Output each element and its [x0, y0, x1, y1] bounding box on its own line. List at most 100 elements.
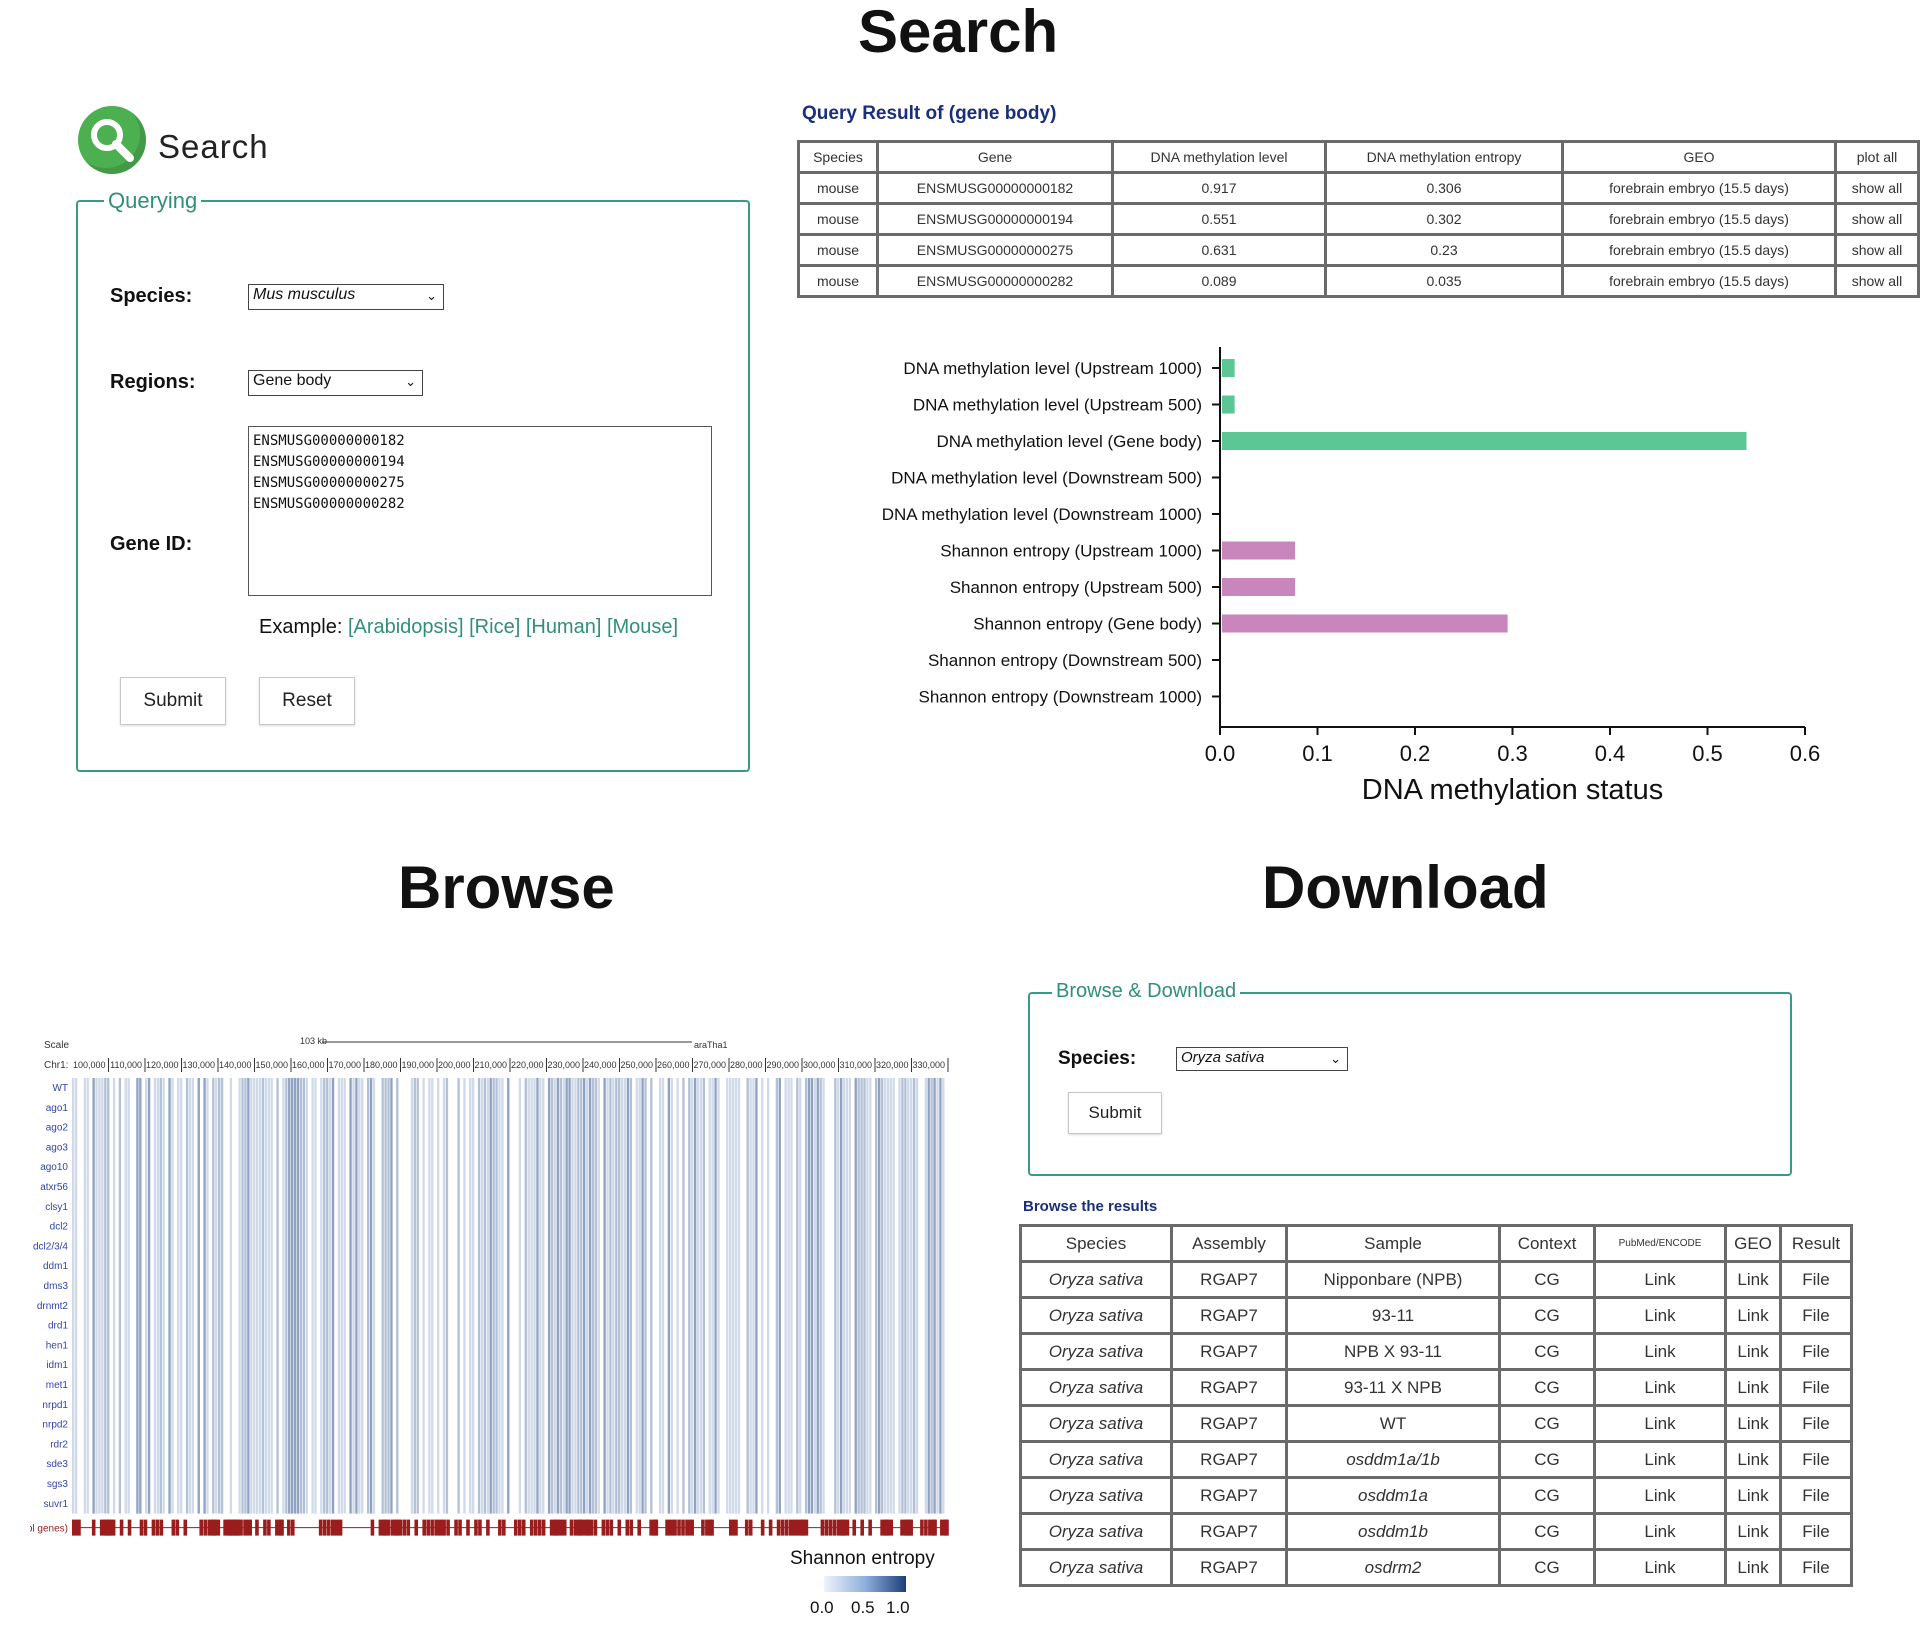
- species-cell: Oryza sativa: [1022, 1479, 1170, 1512]
- regions-select[interactable]: Gene body ⌄: [248, 370, 423, 396]
- gene-block: [784, 1519, 789, 1536]
- heat-column: [834, 1078, 837, 1514]
- heat-column: [822, 1078, 825, 1514]
- position-label: 240,000: [584, 1060, 617, 1070]
- pubmed-link[interactable]: Link: [1596, 1443, 1724, 1476]
- heat-column: [620, 1078, 624, 1514]
- pubmed-link[interactable]: Link: [1596, 1299, 1724, 1332]
- download-species-select[interactable]: Oryza sativa ⌄: [1176, 1047, 1348, 1071]
- example-arabidopsis-link[interactable]: [Arabidopsis]: [347, 616, 464, 638]
- result-file-link[interactable]: File: [1782, 1443, 1850, 1476]
- gene-block: [267, 1519, 271, 1536]
- geo-link[interactable]: Link: [1727, 1443, 1779, 1476]
- heat-column: [892, 1078, 895, 1514]
- track-label: rdr2: [50, 1439, 68, 1450]
- heat-column: [837, 1078, 840, 1514]
- submit-button[interactable]: Submit: [120, 677, 226, 725]
- pubmed-link[interactable]: Link: [1596, 1515, 1724, 1548]
- heat-column: [857, 1078, 860, 1514]
- geo-link[interactable]: Link: [1727, 1299, 1779, 1332]
- table-row: Oryza sativa RGAP7 osdrm2 CG Link Link File: [1022, 1551, 1850, 1584]
- show-all-link[interactable]: show all: [1837, 174, 1917, 202]
- section-title-search: Search: [858, 0, 1059, 65]
- result-file-link[interactable]: File: [1782, 1515, 1850, 1548]
- species-cell: Oryza sativa: [1022, 1371, 1170, 1404]
- geo-link[interactable]: Link: [1727, 1407, 1779, 1440]
- heat-column: [372, 1078, 376, 1514]
- example-mouse-link[interactable]: [Mouse]: [606, 616, 679, 638]
- heat-column: [185, 1078, 189, 1514]
- gene-block: [677, 1519, 681, 1536]
- heat-column: [682, 1078, 685, 1514]
- heat-column: [145, 1078, 148, 1514]
- download-submit-button[interactable]: Submit: [1068, 1092, 1162, 1134]
- result-file-link[interactable]: File: [1782, 1479, 1850, 1512]
- result-file-link[interactable]: File: [1782, 1371, 1850, 1404]
- pubmed-link[interactable]: Link: [1596, 1371, 1724, 1404]
- assembly-cell: RGAP7: [1173, 1299, 1285, 1332]
- species-select[interactable]: Mus musculus ⌄: [248, 284, 444, 310]
- gene-block: [513, 1519, 518, 1536]
- heat-column: [396, 1078, 399, 1514]
- gene-block: [533, 1519, 538, 1536]
- pubmed-link[interactable]: Link: [1596, 1479, 1724, 1512]
- show-all-link[interactable]: show all: [1837, 236, 1917, 264]
- heat-column: [255, 1078, 259, 1514]
- bar: [1222, 359, 1235, 377]
- gene-block: [760, 1519, 765, 1536]
- result-file-link[interactable]: File: [1782, 1299, 1850, 1332]
- heat-column: [933, 1078, 936, 1514]
- level-cell: 0.551: [1114, 205, 1324, 233]
- heat-column: [296, 1078, 300, 1514]
- gene-block: [800, 1519, 805, 1536]
- example-human-link[interactable]: [Human]: [525, 616, 602, 638]
- heat-column: [258, 1078, 262, 1514]
- result-file-link[interactable]: File: [1782, 1335, 1850, 1368]
- geo-link[interactable]: Link: [1727, 1551, 1779, 1584]
- pubmed-link[interactable]: Link: [1596, 1335, 1724, 1368]
- pubmed-link[interactable]: Link: [1596, 1263, 1724, 1296]
- heat-column: [314, 1078, 317, 1514]
- table-row: Oryza sativa RGAP7 osddm1b CG Link Link File: [1022, 1515, 1850, 1548]
- gene-block: [183, 1519, 188, 1536]
- species-cell: mouse: [800, 236, 876, 264]
- geo-link[interactable]: Link: [1727, 1515, 1779, 1548]
- category-label: DNA methylation level (Gene body): [936, 432, 1202, 451]
- pubmed-link[interactable]: Link: [1596, 1551, 1724, 1584]
- position-label: 260,000: [657, 1060, 690, 1070]
- gene-block: [804, 1519, 809, 1536]
- gene-block: [701, 1519, 705, 1536]
- position-label: 270,000: [693, 1060, 726, 1070]
- result-file-link[interactable]: File: [1782, 1407, 1850, 1440]
- position-label: 310,000: [839, 1060, 872, 1070]
- result-file-link[interactable]: File: [1782, 1263, 1850, 1296]
- result-file-link[interactable]: File: [1782, 1551, 1850, 1584]
- position-label: 160,000: [292, 1060, 325, 1070]
- geo-link[interactable]: Link: [1727, 1371, 1779, 1404]
- pubmed-link[interactable]: Link: [1596, 1407, 1724, 1440]
- regions-label: Regions:: [110, 371, 196, 393]
- reset-button[interactable]: Reset: [259, 677, 355, 725]
- heat-column: [603, 1078, 606, 1514]
- heat-column: [629, 1078, 633, 1514]
- context-cell: CG: [1501, 1407, 1593, 1440]
- heat-column: [220, 1078, 224, 1514]
- show-all-link[interactable]: show all: [1837, 205, 1917, 233]
- gene-id-textarea[interactable]: ENSMUSG00000000182 ENSMUSG00000000194 EN…: [248, 426, 712, 596]
- geo-link[interactable]: Link: [1727, 1263, 1779, 1296]
- heat-column: [661, 1078, 665, 1514]
- gene-block: [171, 1519, 176, 1536]
- x-tick-label: 0.3: [1497, 741, 1528, 766]
- geo-link[interactable]: Link: [1727, 1335, 1779, 1368]
- geo-link[interactable]: Link: [1727, 1479, 1779, 1512]
- gene-block: [72, 1519, 81, 1536]
- gene-block: [780, 1519, 785, 1536]
- show-all-link[interactable]: show all: [1837, 267, 1917, 295]
- heat-column: [650, 1078, 653, 1514]
- example-rice-link[interactable]: [Rice]: [469, 616, 521, 638]
- position-label: 170,000: [328, 1060, 361, 1070]
- assembly-cell: RGAP7: [1173, 1335, 1285, 1368]
- assembly-label: araTha1: [694, 1040, 728, 1050]
- heat-column: [752, 1078, 755, 1514]
- category-label: DNA methylation level (Downstream 500): [891, 469, 1202, 488]
